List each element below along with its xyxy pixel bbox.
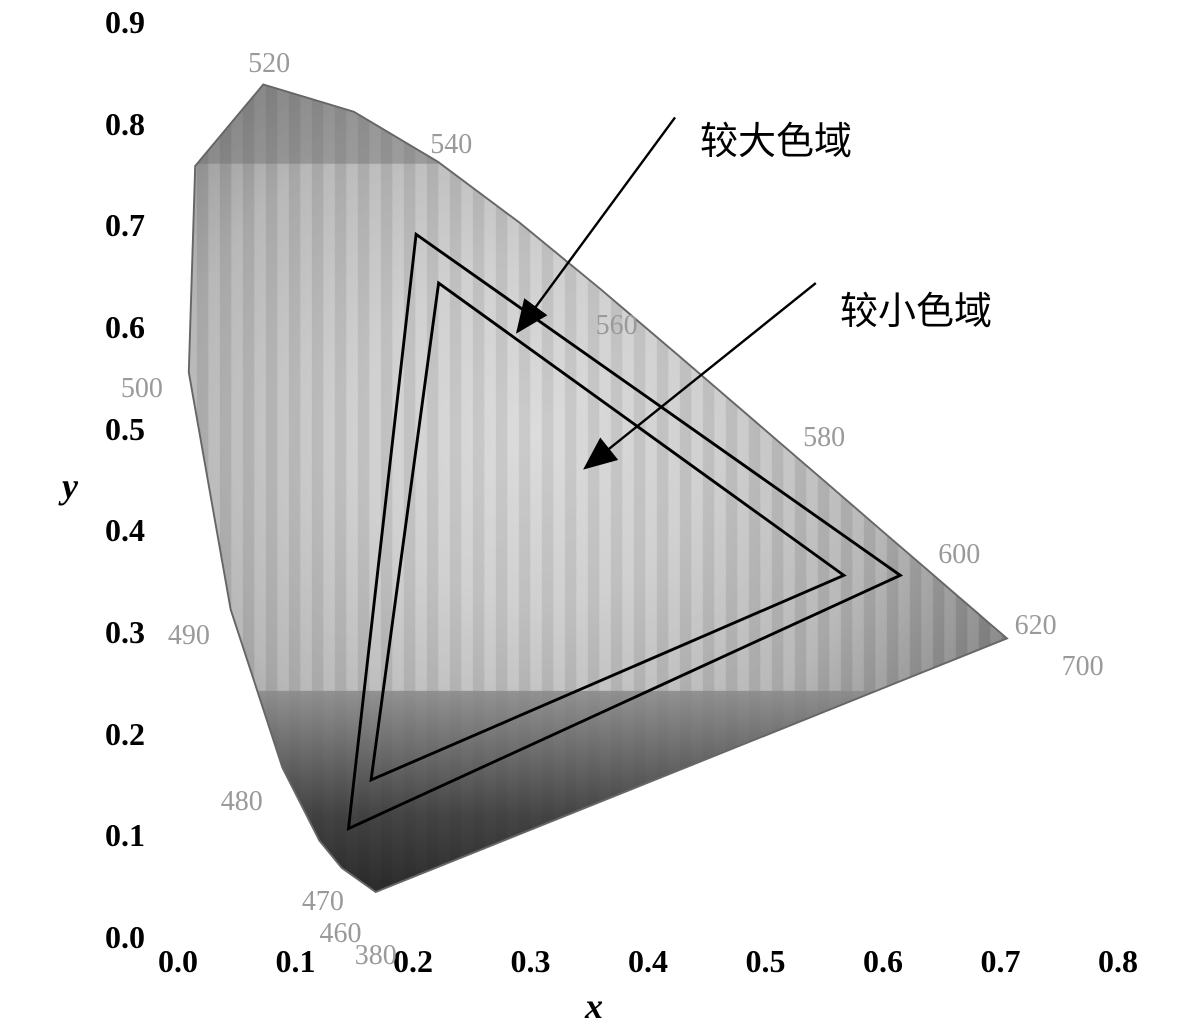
- y-tick-label: 0.1: [105, 817, 145, 854]
- wavelength-label: 620: [1015, 610, 1057, 642]
- plot-svg: [150, 20, 1110, 940]
- x-tick-label: 0.6: [863, 943, 903, 980]
- x-tick-label: 0.4: [628, 943, 668, 980]
- large-gamut-label: 较大色域: [700, 110, 852, 165]
- wavelength-label: 560: [596, 310, 638, 342]
- x-tick-label: 0.8: [1098, 943, 1138, 980]
- wavelength-label: 380: [355, 940, 397, 972]
- y-tick-label: 0.6: [105, 309, 145, 346]
- y-tick-label: 0.0: [105, 919, 145, 956]
- x-tick-label: 0.3: [511, 943, 551, 980]
- y-tick-label: 0.9: [105, 4, 145, 41]
- y-tick-label: 0.2: [105, 716, 145, 753]
- x-tick-label: 0.0: [158, 943, 198, 980]
- x-tick-label: 0.2: [393, 943, 433, 980]
- y-tick-label: 0.8: [105, 106, 145, 143]
- wavelength-label: 520: [248, 48, 290, 80]
- wavelength-label: 700: [1062, 651, 1104, 683]
- wavelength-label: 600: [938, 539, 980, 571]
- wavelength-label: 540: [430, 129, 472, 161]
- wavelength-label: 490: [168, 620, 210, 652]
- wavelength-label: 480: [221, 786, 263, 818]
- y-tick-label: 0.5: [105, 411, 145, 448]
- x-tick-label: 0.7: [981, 943, 1021, 980]
- wavelength-label: 500: [121, 373, 163, 405]
- y-tick-label: 0.7: [105, 207, 145, 244]
- y-tick-label: 0.4: [105, 512, 145, 549]
- chromaticity-chart: 0.0 0.1 0.2 0.3 0.4 0.5 0.6 0.7 0.8 0.9 0.0 0.1 0.2…: [0, 0, 1188, 1031]
- x-axis-title: x: [585, 985, 603, 1027]
- wavelength-label: 580: [803, 422, 845, 454]
- y-axis-title: y: [62, 465, 78, 507]
- wavelength-label: 470: [302, 886, 344, 918]
- x-tick-label: 0.5: [746, 943, 786, 980]
- y-tick-label: 0.3: [105, 614, 145, 651]
- x-tick-label: 0.1: [276, 943, 316, 980]
- small-gamut-label: 较小色域: [840, 280, 992, 335]
